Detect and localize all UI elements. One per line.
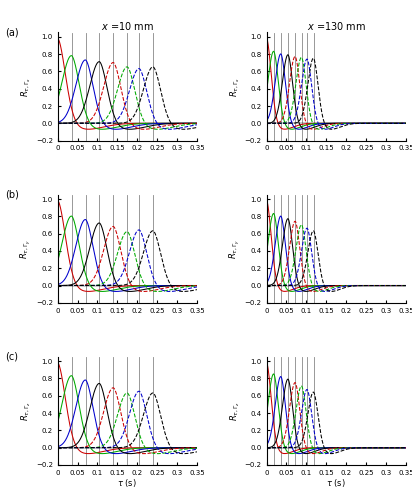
Y-axis label: $R_{\tau,\Gamma_z}$: $R_{\tau,\Gamma_z}$ (228, 401, 242, 421)
X-axis label: $\tau$ (s): $\tau$ (s) (117, 477, 137, 489)
Y-axis label: $R_{\tau,\Gamma_z}$: $R_{\tau,\Gamma_z}$ (19, 401, 33, 421)
Title: $x$ =130 mm: $x$ =130 mm (307, 20, 366, 32)
Y-axis label: $R_{\tau,\Gamma_y}$: $R_{\tau,\Gamma_y}$ (227, 238, 242, 259)
Text: (b): (b) (5, 190, 19, 200)
Y-axis label: $R_{\tau,\Gamma_y}$: $R_{\tau,\Gamma_y}$ (19, 238, 33, 259)
Title: $x$ =10 mm: $x$ =10 mm (101, 20, 154, 32)
X-axis label: $\tau$ (s): $\tau$ (s) (326, 477, 346, 489)
Y-axis label: $R_{\tau,\Gamma_x}$: $R_{\tau,\Gamma_x}$ (228, 76, 242, 96)
Text: (c): (c) (5, 352, 18, 362)
Text: (a): (a) (5, 27, 19, 37)
Y-axis label: $R_{\tau,\Gamma_x}$: $R_{\tau,\Gamma_x}$ (19, 76, 33, 96)
